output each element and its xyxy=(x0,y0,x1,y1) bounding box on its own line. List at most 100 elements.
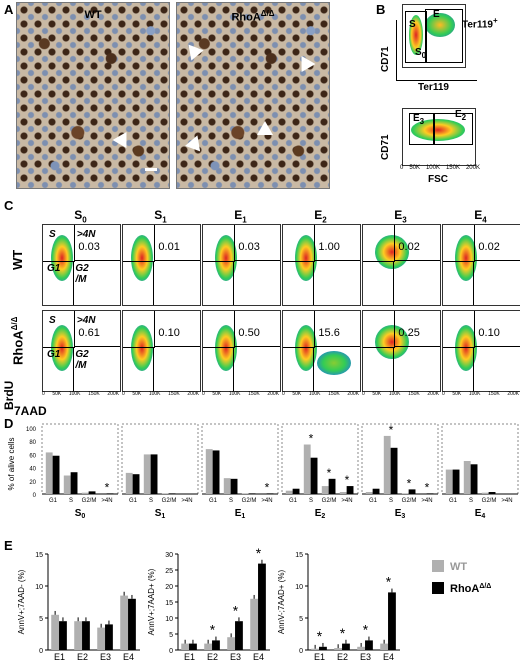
x-tick-label: 150K xyxy=(88,391,100,397)
y-tick-label: 10 xyxy=(295,584,303,591)
y-tick-label: 10 xyxy=(35,584,43,591)
x-tick-label: 0 xyxy=(362,391,365,397)
bar xyxy=(321,486,329,494)
column-header: S0 xyxy=(74,208,87,225)
gated-percentage: 15.6 xyxy=(318,327,340,339)
gate-line xyxy=(123,311,155,348)
facet-label: E4 xyxy=(475,508,486,520)
x-tick-label: 50K xyxy=(292,391,302,397)
bar xyxy=(357,646,366,650)
bar xyxy=(342,643,350,650)
bar xyxy=(97,627,106,650)
gate-s0-label: S xyxy=(409,19,416,30)
gate-line xyxy=(203,311,235,348)
bar xyxy=(120,595,129,650)
y-tick-label: 20 xyxy=(29,480,36,486)
cell-population xyxy=(455,235,477,281)
bar xyxy=(445,469,453,494)
row-label-wt: WT xyxy=(10,249,25,270)
cell-population xyxy=(51,235,73,281)
bar xyxy=(70,472,78,494)
gate-line xyxy=(73,311,120,347)
gate-g2m-label: G2/M xyxy=(75,263,89,286)
x-tick-label: 0 xyxy=(442,391,445,397)
x-tick-label: 50K xyxy=(132,391,142,397)
column-header: E2 xyxy=(314,208,327,225)
cell-population xyxy=(215,325,237,371)
cell-population xyxy=(51,325,73,371)
legend-label-rhoa: RhoAΔ/Δ xyxy=(450,583,491,595)
bar xyxy=(383,435,391,494)
bar xyxy=(227,637,236,650)
gate-line xyxy=(73,225,120,261)
x-tick-label: 200K xyxy=(187,391,199,397)
y-tick-label: 15 xyxy=(295,552,303,559)
y-tick-label: 25 xyxy=(165,568,173,575)
significance-star: * xyxy=(233,602,239,618)
category-label: S xyxy=(149,498,153,504)
bar xyxy=(470,464,478,494)
gate-e3-label: E3 xyxy=(413,113,425,126)
significance-star: * xyxy=(363,622,369,638)
bar xyxy=(230,478,238,494)
arrowhead-marker xyxy=(185,132,205,152)
category-label: G1 xyxy=(289,498,298,504)
bar xyxy=(150,454,158,494)
bar xyxy=(266,493,274,494)
bar xyxy=(241,493,249,494)
y-tick-label: 5 xyxy=(299,616,303,623)
gated-percentage: 0.01 xyxy=(158,241,180,253)
x-tick-label: 100K xyxy=(228,391,241,397)
bar xyxy=(52,455,60,494)
cell-population xyxy=(375,235,409,269)
facs-plot: 0.50 xyxy=(202,310,281,392)
category-label: >4N xyxy=(261,498,272,504)
bar xyxy=(59,621,67,650)
bar xyxy=(88,491,96,494)
gated-percentage: 0.50 xyxy=(238,327,260,339)
y-axis-label: AnnV+;7AAD+ (%) xyxy=(147,568,156,635)
bar xyxy=(408,489,416,494)
x-tick-label: 50K xyxy=(452,391,462,397)
category-label: E3 xyxy=(230,652,241,662)
category-label: G1 xyxy=(209,498,218,504)
bar xyxy=(82,621,90,650)
gate-line xyxy=(153,311,200,347)
y-tick-label: 20 xyxy=(165,584,173,591)
gate-line xyxy=(203,347,234,391)
category-label: G2/M xyxy=(162,498,177,504)
bar xyxy=(106,493,114,494)
y-tick-label: 40 xyxy=(29,467,36,473)
axis-corner xyxy=(396,20,477,81)
category-label: E3 xyxy=(360,652,371,662)
bar xyxy=(488,492,496,494)
arrowhead-marker xyxy=(294,51,316,73)
row-label-rhoa: RhoAΔ/Δ xyxy=(10,316,26,365)
gate-line xyxy=(393,311,440,347)
gate-line xyxy=(43,261,74,305)
x-tick-label: 50K xyxy=(52,391,62,397)
x-tick-label: 150K xyxy=(328,391,340,397)
gate-line xyxy=(443,347,474,391)
gate-line xyxy=(473,311,520,347)
gate-line xyxy=(203,261,234,305)
legend-swatch-rhoa xyxy=(432,582,444,594)
category-label: G2/M xyxy=(82,498,97,504)
y-tick-label: 0 xyxy=(39,648,43,655)
y-axis-label: AnnV-;7AAD+ (%) xyxy=(277,570,286,635)
panel-d-letter: D xyxy=(4,416,14,431)
x-tick-labels: 0 50K 100K 150K 200K xyxy=(442,391,519,397)
gated-percentage: 0.25 xyxy=(398,327,420,339)
panel-b-letter: B xyxy=(376,2,386,17)
bar xyxy=(132,474,140,494)
category-label: E2 xyxy=(77,652,88,662)
bar xyxy=(292,488,300,494)
category-label: >4N xyxy=(101,498,112,504)
x-tick-label: 50K xyxy=(212,391,222,397)
bar xyxy=(346,486,354,494)
cd71-fsc-plot: E3 E2 xyxy=(402,108,476,166)
significance-star: * xyxy=(317,628,323,644)
column-header: E1 xyxy=(234,208,247,225)
bar xyxy=(189,643,197,650)
bar xyxy=(143,454,151,494)
